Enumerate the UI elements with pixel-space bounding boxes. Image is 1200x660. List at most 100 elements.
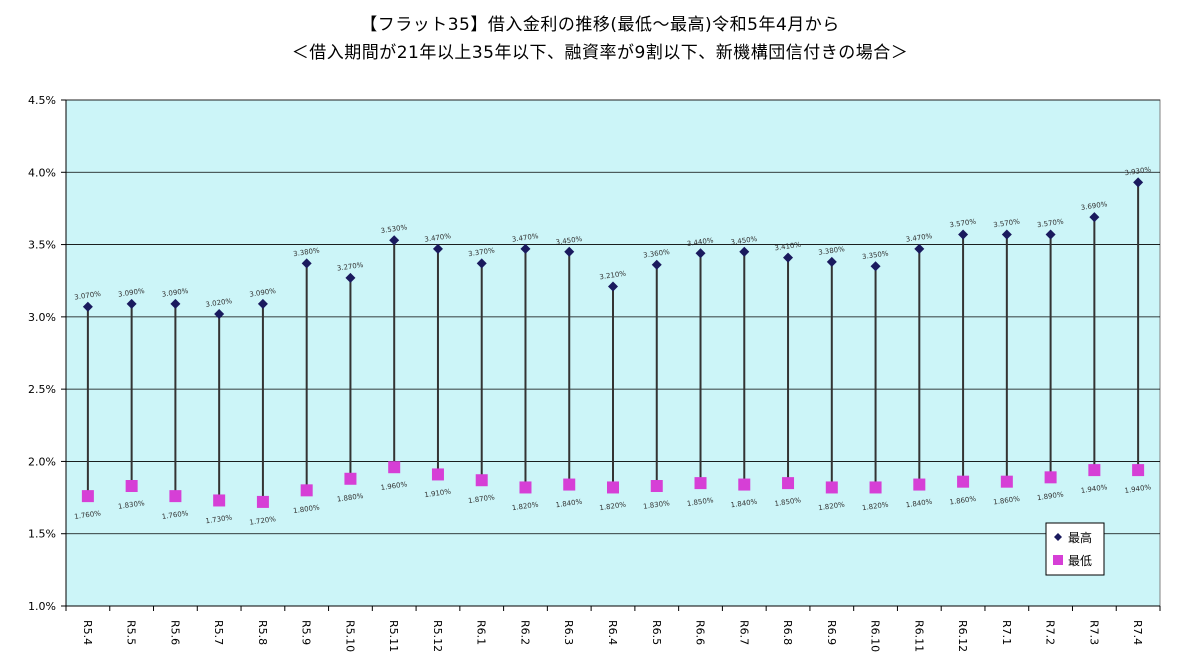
y-tick-label: 4.0%	[28, 166, 56, 179]
low-data-label: 1.820%	[511, 501, 539, 513]
low-point	[1088, 464, 1101, 477]
high-data-label: 3.090%	[118, 287, 146, 299]
high-point	[1089, 212, 1100, 223]
chart-title: 【フラット35】借入金利の推移(最低～最高)令和5年4月から	[360, 15, 840, 35]
low-data-label: 1.760%	[74, 509, 102, 521]
x-tick-label: R5.4	[81, 620, 94, 645]
x-tick-label: R6.1	[475, 620, 488, 645]
high-data-label: 3.570%	[993, 218, 1021, 230]
low-data-label: 1.880%	[336, 492, 364, 504]
high-data-label: 3.090%	[161, 287, 189, 299]
low-point	[869, 481, 882, 494]
x-tick-label: R6.12	[956, 620, 969, 652]
x-tick-label: R6.7	[737, 620, 750, 645]
low-data-label: 1.940%	[1080, 483, 1108, 495]
low-data-label: 1.820%	[862, 501, 890, 513]
high-point	[170, 298, 181, 309]
low-point	[1132, 464, 1145, 477]
high-point	[257, 298, 268, 309]
high-point	[389, 235, 400, 246]
low-data-label: 1.850%	[686, 496, 714, 508]
x-tick-label: R7.3	[1087, 620, 1100, 645]
high-data-label: 3.440%	[686, 236, 714, 248]
y-tick-label: 1.0%	[28, 600, 56, 613]
low-data-label: 1.840%	[905, 498, 933, 510]
high-data-label: 3.470%	[424, 232, 452, 244]
x-tick-label: R5.6	[168, 620, 181, 645]
low-point	[650, 480, 663, 493]
x-tick-label: R6.9	[825, 620, 838, 645]
low-point	[957, 475, 970, 488]
high-data-label: 3.210%	[599, 270, 627, 282]
high-point	[520, 243, 531, 254]
y-tick-label: 4.5%	[28, 94, 56, 107]
legend-low-marker	[1053, 555, 1063, 565]
low-data-label: 1.800%	[293, 503, 321, 515]
low-point	[169, 490, 182, 503]
low-point	[213, 494, 226, 507]
x-tick-label: R6.3	[562, 620, 575, 645]
high-point	[432, 243, 443, 254]
high-point	[345, 272, 356, 283]
x-tick-label: R6.4	[606, 620, 619, 645]
high-point	[914, 243, 925, 254]
high-data-label: 3.450%	[730, 235, 758, 247]
high-data-label: 3.570%	[949, 218, 977, 230]
high-data-label: 3.370%	[468, 247, 496, 259]
high-point	[301, 258, 312, 269]
high-point	[82, 301, 93, 312]
low-data-label: 1.860%	[993, 495, 1021, 507]
high-point	[214, 308, 225, 319]
low-data-label: 1.840%	[555, 498, 583, 510]
high-point	[739, 246, 750, 257]
high-point	[870, 261, 881, 272]
x-tick-label: R5.11	[387, 620, 400, 652]
high-point	[564, 246, 575, 257]
x-tick-label: R6.6	[694, 620, 707, 645]
x-tick-label: R5.7	[212, 620, 225, 645]
y-tick-label: 3.5%	[28, 239, 56, 252]
low-data-label: 1.720%	[249, 515, 277, 527]
high-point	[826, 256, 837, 267]
x-tick-label: R7.4	[1131, 620, 1144, 645]
low-data-label: 1.850%	[774, 496, 802, 508]
low-point	[300, 484, 313, 497]
x-tick-label: R5.9	[300, 620, 313, 645]
low-point	[1044, 471, 1057, 484]
high-data-label: 3.530%	[380, 223, 408, 235]
low-data-label: 1.960%	[380, 480, 408, 492]
x-tick-label: R6.10	[869, 620, 882, 652]
x-tick-label: R7.1	[1000, 620, 1013, 645]
low-data-label: 1.830%	[643, 499, 671, 511]
high-data-label: 3.690%	[1080, 200, 1108, 212]
legend-high-label: 最高	[1068, 530, 1092, 545]
low-point	[388, 461, 401, 474]
legend-low-label: 最低	[1068, 554, 1092, 568]
high-point	[651, 259, 662, 270]
high-point	[126, 298, 137, 309]
low-point	[475, 474, 488, 487]
low-point	[256, 495, 269, 508]
high-data-label: 3.070%	[74, 290, 102, 302]
x-tick-label: R5.12	[431, 620, 444, 652]
high-data-label: 3.470%	[905, 232, 933, 244]
low-point	[913, 478, 926, 491]
low-data-label: 1.730%	[205, 514, 233, 526]
low-data-label: 1.820%	[599, 501, 627, 513]
x-tick-label: R5.5	[125, 620, 138, 645]
low-point	[344, 472, 357, 485]
low-point	[738, 478, 751, 491]
high-data-label: 3.360%	[643, 248, 671, 260]
high-point	[958, 229, 969, 240]
low-point	[563, 478, 576, 491]
high-data-label: 3.380%	[293, 247, 321, 259]
low-point	[607, 481, 619, 494]
x-tick-label: R6.8	[781, 620, 794, 645]
high-data-label: 3.470%	[511, 232, 539, 244]
high-point	[695, 248, 706, 259]
x-tick-label: R6.5	[650, 620, 663, 645]
legend-box	[1045, 522, 1105, 576]
high-data-label: 3.380%	[818, 245, 846, 257]
